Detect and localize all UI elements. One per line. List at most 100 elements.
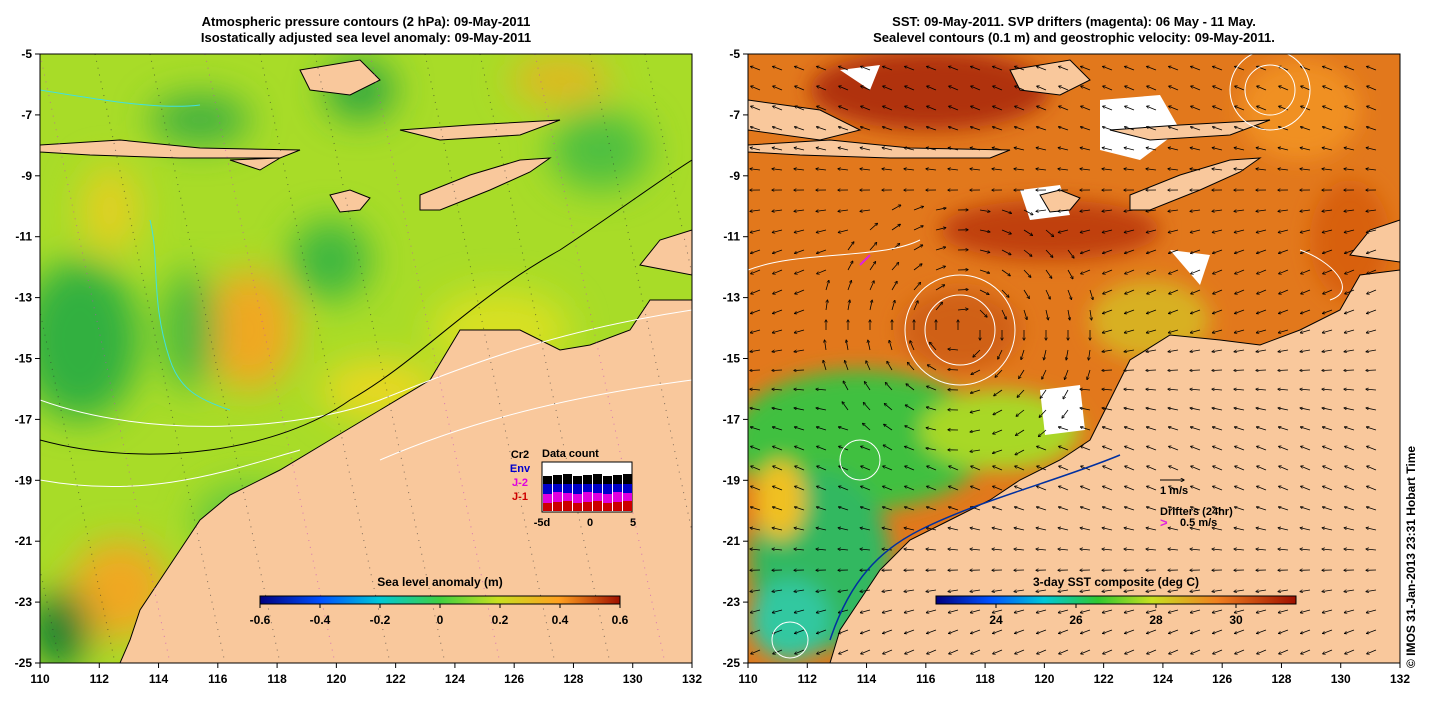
sst-x-tick-label: 124 bbox=[1153, 672, 1173, 686]
data-count-bar-segment bbox=[613, 492, 622, 502]
sst-x-tick-label: 120 bbox=[1034, 672, 1054, 686]
sst-colorbar-title: 3-day SST composite (deg C) bbox=[1033, 575, 1199, 589]
sst-map bbox=[748, 54, 1400, 663]
sst-kimberley-land bbox=[1349, 219, 1400, 263]
sla-cyan-contour bbox=[40, 89, 201, 107]
sla-x-tick-label: 130 bbox=[623, 672, 643, 686]
sla-colorbar-ramp bbox=[259, 595, 621, 605]
sst-x-tick-label: 112 bbox=[798, 672, 818, 686]
sla-colorbar-tick-label: -0.6 bbox=[250, 613, 271, 627]
mission-labels: Cr2 Env J-2 J-1 bbox=[510, 449, 531, 503]
data-count-bar-segment bbox=[583, 492, 592, 502]
left-map-title: Atmospheric pressure contours (2 hPa): 0… bbox=[40, 14, 692, 46]
sst-x-tick-label: 118 bbox=[975, 672, 995, 686]
data-count-bar-segment bbox=[593, 484, 602, 493]
sst-colorbar-tick-label: 26 bbox=[1069, 613, 1083, 627]
sla-pressure-contour-1 bbox=[40, 309, 692, 427]
data-count-bar-segment bbox=[593, 501, 602, 511]
sla-pressure-contour-2 bbox=[40, 449, 301, 488]
data-count-bar-segment bbox=[573, 503, 582, 511]
sla-y-tick-label: -19 bbox=[15, 473, 33, 487]
data-count-bar-segment bbox=[543, 503, 552, 511]
sst-colorbar-ticks: 24 26 28 30 bbox=[989, 604, 1243, 627]
data-count-bar-segment bbox=[583, 502, 592, 511]
sla-x-tick-label: 124 bbox=[445, 672, 465, 686]
data-count-bars bbox=[541, 461, 633, 513]
sst-sealevel-contours bbox=[748, 54, 1343, 659]
data-count-bar-segment bbox=[603, 484, 612, 494]
altimeter-tracks bbox=[40, 54, 692, 663]
data-count-bar-segment bbox=[583, 475, 592, 484]
data-count-bar-segment bbox=[553, 492, 562, 502]
data-count-tick-label: 0 bbox=[587, 517, 593, 529]
sla-australia-land bbox=[119, 299, 692, 663]
right-title-line2: Sealevel contours (0.1 m) and geostrophi… bbox=[873, 30, 1275, 45]
data-count-bar-segment bbox=[543, 484, 552, 494]
data-count-bar-segment bbox=[593, 474, 602, 484]
sst-y-tick-label: -9 bbox=[729, 169, 740, 183]
sla-map bbox=[40, 54, 692, 663]
sla-x-tick-label: 118 bbox=[267, 672, 287, 686]
data-count-bar-segment bbox=[553, 502, 562, 511]
mission-label: J-1 bbox=[512, 491, 528, 503]
data-count-tick-label: 5 bbox=[630, 517, 636, 529]
sla-y-tick-label: -9 bbox=[21, 169, 32, 183]
sst-y-tick-label: -19 bbox=[723, 473, 741, 487]
mission-label: J-2 bbox=[512, 477, 528, 489]
data-count-bar-segment bbox=[593, 493, 602, 501]
sla-y-tick-label: -15 bbox=[15, 352, 33, 366]
data-count-bar-segment bbox=[613, 502, 622, 511]
sla-colorbar-tick-label: -0.2 bbox=[370, 613, 391, 627]
sla-colorbar: Sea level anomaly (m) -0.6 -0.4 -0.2 0 0.2 0.… bbox=[250, 575, 629, 627]
data-count-bar-segment bbox=[563, 493, 572, 501]
sla-x-tick-label: 112 bbox=[90, 672, 110, 686]
sla-colorbar-tick-label: 0.4 bbox=[552, 613, 569, 627]
sst-colorbar-tick-label: 24 bbox=[989, 613, 1003, 627]
data-count-bar-segment bbox=[623, 474, 632, 484]
sla-colorbar-tick-label: 0.2 bbox=[492, 613, 509, 627]
right-title-line1: SST: 09-May-2011. SVP drifters (magenta)… bbox=[892, 14, 1256, 29]
sla-y-tick-label: -7 bbox=[21, 108, 32, 122]
sst-y-tick-label: -17 bbox=[723, 412, 741, 426]
sst-x-tick-label: 126 bbox=[1212, 672, 1232, 686]
sla-colorbar-tick-label: 0 bbox=[437, 613, 444, 627]
drifter-arrow-icon: > bbox=[1160, 515, 1168, 530]
sla-y-tick-label: -13 bbox=[15, 291, 33, 305]
data-count-bar-segment bbox=[623, 501, 632, 511]
sla-x-tick-label: 128 bbox=[563, 672, 583, 686]
data-count-bar-segment bbox=[553, 475, 562, 484]
sla-bathymetry-contour bbox=[40, 159, 692, 455]
sst-y-tick-label: -11 bbox=[723, 230, 740, 244]
sla-y-tick-label: -5 bbox=[21, 47, 32, 61]
sst-colorbar: 3-day SST composite (deg C) 24 26 28 30 bbox=[935, 575, 1297, 627]
sst-y-tick-label: -23 bbox=[723, 595, 741, 609]
data-count-title: Data count bbox=[542, 448, 599, 460]
sst-australia-land bbox=[829, 269, 1400, 663]
sst-coastal-contour bbox=[829, 454, 1121, 641]
sla-colorbar-title: Sea level anomaly (m) bbox=[377, 575, 502, 589]
data-count-bar-segment bbox=[563, 474, 572, 484]
sst-y-tick-label: -21 bbox=[723, 534, 741, 548]
mission-label: Cr2 bbox=[511, 449, 529, 461]
data-count-bar-segment bbox=[613, 484, 622, 492]
data-count-inset: Cr2 Env J-2 J-1 Data count -5d 0 5 bbox=[510, 448, 636, 529]
sla-x-tick-label: 132 bbox=[682, 672, 702, 686]
data-count-bar-segment bbox=[623, 484, 632, 493]
data-count-bar-segment bbox=[583, 484, 592, 492]
sst-y-tick-label: -15 bbox=[723, 352, 741, 366]
sla-x-tick-label: 110 bbox=[30, 672, 50, 686]
data-count-ticks: -5d 0 5 bbox=[534, 517, 636, 529]
data-count-bar-segment bbox=[623, 493, 632, 501]
geostrophic-velocity-vectors bbox=[750, 66, 1377, 653]
sla-islands bbox=[40, 59, 561, 213]
sla-y-tick-label: -17 bbox=[15, 412, 33, 426]
mission-label: Env bbox=[510, 463, 531, 475]
svp-drifter-track bbox=[859, 254, 871, 266]
sst-y-tick-label: -7 bbox=[729, 108, 740, 122]
data-count-bar-segment bbox=[573, 476, 582, 484]
sst-y-tick-label: -25 bbox=[723, 656, 741, 670]
left-title-line1: Atmospheric pressure contours (2 hPa): 0… bbox=[201, 14, 531, 29]
sst-islands bbox=[748, 59, 1271, 213]
data-count-bar-segment bbox=[573, 494, 582, 503]
